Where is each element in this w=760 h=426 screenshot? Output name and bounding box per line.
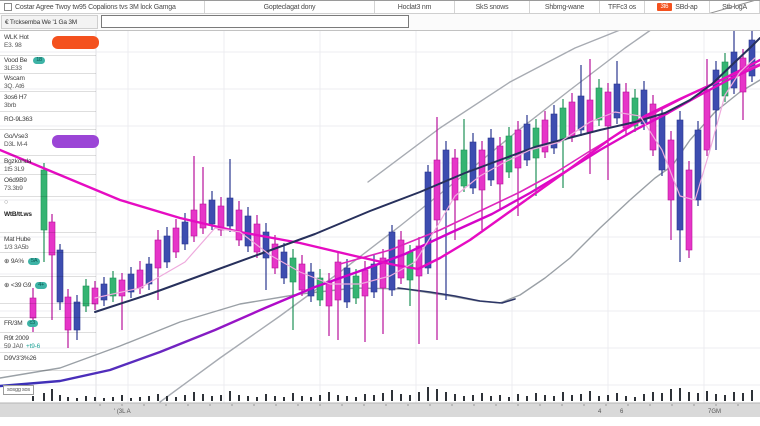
legend-value: E3. 98 <box>4 42 22 49</box>
toolbar-cell-label: Stb logA <box>722 3 747 11</box>
legend-indicator-8[interactable]: O6d9B9 73.3b9 <box>4 177 27 193</box>
legend-indicator-6[interactable]: Go/Vse3 D3L M-4 <box>4 133 28 149</box>
chart-gridlines <box>0 31 760 403</box>
axis-tick-label: 6 <box>620 409 624 415</box>
teal-badge: 5A <box>27 258 41 265</box>
legend-label: Vood Be <box>4 57 28 64</box>
menu-item-1[interactable]: Gopteclagat dony <box>205 1 375 13</box>
legend-value: 59 JA0 <box>4 343 24 350</box>
legend-value: 3LE33 <box>4 65 22 72</box>
teal-badge: c3 <box>26 320 38 327</box>
legend-indicator-13[interactable]: FR/3M c3 <box>4 320 38 328</box>
top-toolbar: Costar Agree Twoy tw95 Copalions tvs 3M … <box>0 0 760 14</box>
legend-indicator-10[interactable]: Mat Hube 1/3 3A5b <box>4 236 31 252</box>
legend-value: 1t5 3L9 <box>4 166 25 173</box>
volume-pane-label: sosgg sos <box>3 385 34 395</box>
legend-indicator-4[interactable]: 3os6 H7 3brb <box>4 94 27 110</box>
symbol-label[interactable]: € Trcksemba We '1 Ga 3M <box>1 15 98 29</box>
menu-item-6[interactable]: 3t6 SBd-ap <box>645 1 710 13</box>
teal-badge: 18 <box>33 57 45 64</box>
toolbar-cell-label: Shbmg-wane <box>544 3 585 11</box>
legend-indicator-1[interactable]: WLK Hot E3. 98 <box>4 34 29 50</box>
legend-label: WtB/tt.ws <box>4 211 32 218</box>
legend-indicator-14[interactable]: R9t 2009 59 JA0 +t9-6 <box>4 335 40 351</box>
legend-value: 1/3 3A5b <box>4 244 29 251</box>
legend-indicator-11[interactable]: ⊕ 9A% 5A <box>4 258 41 266</box>
navy-dip-overlay <box>397 287 516 304</box>
checkbox-icon[interactable] <box>4 3 12 11</box>
legend-indicator-3[interactable]: Wscam 3Q. At6 <box>4 75 25 91</box>
toolbar-cell-label: Costar Agree Twoy tw95 Copalions tvs 3M … <box>15 3 176 11</box>
toolbar-cell-label: TFFc3 os <box>608 3 636 11</box>
legend-value: D3L M-4 <box>4 141 28 148</box>
toolbar-cell-label: SBd-ap <box>675 3 698 11</box>
symbol-text: € Trcksemba We '1 Ga 3M <box>5 18 78 26</box>
legend-label: ⊕ 9A% <box>4 258 24 265</box>
menu-item-7[interactable]: Stb logA <box>710 1 760 13</box>
legend-label: Wscam <box>4 75 25 82</box>
ma-slow-indigo-magenta <box>0 63 760 388</box>
time-axis[interactable]: ' (3L A 4 6 7GM <box>0 402 760 417</box>
symbol-search-input[interactable] <box>101 15 409 28</box>
envelope-band-lines <box>0 0 760 403</box>
ema-pink-thin <box>94 57 756 299</box>
orange-color-swatch[interactable] <box>52 36 99 49</box>
toolbar-cell-label: Gopteclagat dony <box>263 3 316 11</box>
menu-item-5[interactable]: TFFc3 os <box>600 1 645 13</box>
legend-value: 3Q. At6 <box>4 83 25 90</box>
legend-indicator-9[interactable]: WtB/tt.ws <box>4 211 32 219</box>
symbol-toolbar: € Trcksemba We '1 Ga 3M <box>0 14 760 31</box>
legend-indicator-15[interactable]: D9V3'3%26 <box>4 355 37 363</box>
legend-label: Go/Vse3 <box>4 133 28 140</box>
legend-change-value: +t9-6 <box>26 343 41 350</box>
legend-marker-circle[interactable]: ○ <box>4 199 8 207</box>
legend-label: R9t 2009 <box>4 335 29 342</box>
toolbar-cell-label: SkS snows <box>475 3 509 11</box>
legend-value: 3brb <box>4 102 17 109</box>
circle-icon: ○ <box>4 199 9 206</box>
axis-tick-label: 4 <box>598 409 602 415</box>
menu-item-2[interactable]: Hoclat3 nm <box>375 1 455 13</box>
gray-upper-band <box>159 0 693 403</box>
legend-label: WLK Hot <box>4 34 29 41</box>
orange-badge: 3t6 <box>656 3 673 11</box>
legend-label: ⊕ <39 G9 <box>4 282 32 289</box>
moving-average-lines <box>0 37 760 388</box>
legend-label: Bgzkonda <box>4 158 32 165</box>
axis-tick-label: ' (3L A <box>114 409 131 415</box>
legend-label: 3os6 H7 <box>4 94 27 101</box>
menu-item-4[interactable]: Shbmg-wane <box>530 1 600 13</box>
toolbar-cell-label: Hoclat3 nm <box>397 3 432 11</box>
teal-badge: 4+ <box>35 282 48 289</box>
legend-label: RO-9L363 <box>4 116 33 123</box>
legend-label: O6d9B9 <box>4 177 27 184</box>
legend-indicator-12[interactable]: ⊕ <39 G9 4+ <box>4 282 48 290</box>
ma-fast-magenta <box>0 58 760 271</box>
menu-item-3[interactable]: SkS snows <box>455 1 530 13</box>
legend-label: Mat Hube <box>4 236 31 243</box>
ma-navy <box>94 37 760 313</box>
legend-label: D9V3'3%26 <box>4 355 37 362</box>
legend-indicator-2[interactable]: Vood Be 18 3LE33 <box>4 57 45 73</box>
axis-tick-label: 7GM <box>708 409 721 415</box>
legend-indicator-5[interactable]: RO-9L363 <box>4 116 33 124</box>
chart-title-tab[interactable]: Costar Agree Twoy tw95 Copalions tvs 3M … <box>0 1 205 13</box>
volume-histogram <box>32 387 753 401</box>
legend-label: FR/3M <box>4 320 23 327</box>
purple-color-swatch[interactable] <box>52 135 99 148</box>
legend-value: 73.3b9 <box>4 185 23 192</box>
legend-indicator-7[interactable]: Bgzkonda 1t5 3L9 <box>4 158 32 174</box>
